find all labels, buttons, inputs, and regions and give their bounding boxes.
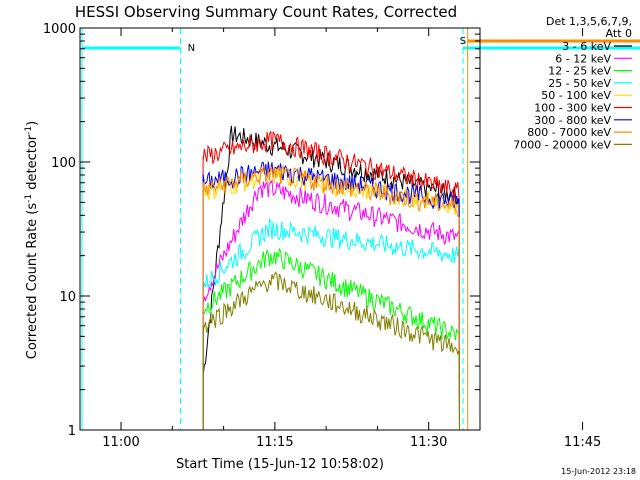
- y-tick-label: 1: [68, 424, 76, 439]
- legend-label-2: 12 - 25 keV: [548, 65, 611, 78]
- y-axis-label-sup1: -1: [24, 194, 34, 203]
- legend-header-line1: Det 1,3,5,6,7,9,: [546, 15, 632, 28]
- legend-label-1: 6 - 12 keV: [555, 52, 611, 65]
- x-tick-label: 11:45: [564, 435, 601, 450]
- plot-frame: [79, 27, 481, 431]
- legend-label-7: 800 - 7000 keV: [527, 126, 611, 139]
- series-line-0: [202, 125, 460, 431]
- legend-label-8: 7000 - 20000 keV: [513, 138, 611, 151]
- legend-label-4: 50 - 100 keV: [541, 89, 611, 102]
- series-line-5: [202, 131, 460, 431]
- x-tick-label: 11:30: [410, 435, 447, 450]
- night-label: N: [188, 43, 195, 54]
- y-axis-label-main: Corrected Count Rate (s: [25, 203, 40, 360]
- y-axis-label-mid: detector: [25, 134, 40, 194]
- y-tick-label: 10: [59, 290, 76, 305]
- y-axis-label-end: ): [25, 121, 40, 126]
- y-tick-label: 100: [51, 156, 76, 171]
- legend-header-line2: Att 0: [606, 27, 632, 40]
- chart-title: HESSI Observing Summary Count Rates, Cor…: [75, 3, 457, 21]
- x-tick-label: 11:15: [256, 435, 293, 450]
- x-axis-label: Start Time (15-Jun-12 10:58:02): [176, 457, 384, 472]
- x-tick-label: 11:00: [102, 435, 139, 450]
- footer-timestamp: 15-Jun-2012 23:18: [561, 467, 636, 476]
- series-line-8: [202, 271, 460, 431]
- y-tick-label: 1000: [43, 22, 76, 37]
- series-line-2: [202, 247, 460, 431]
- legend-label-0: 3 - 6 keV: [562, 40, 611, 53]
- saa-label: S: [460, 36, 466, 47]
- y-axis-label: Corrected Count Rate (s-1 detector-1): [24, 121, 40, 359]
- series-layer: [202, 125, 460, 431]
- annotation-layer: NS: [81, 28, 640, 430]
- series-line-4: [202, 166, 460, 431]
- legend-label-6: 300 - 800 keV: [534, 114, 611, 127]
- y-axis-label-sup2: -1: [24, 126, 34, 135]
- svg-text:Corrected Count Rate (s-1 dete: Corrected Count Rate (s-1 detector-1): [24, 121, 40, 359]
- series-line-1: [202, 179, 460, 431]
- series-line-3: [202, 217, 460, 431]
- series-line-7: [202, 164, 460, 431]
- legend-label-5: 100 - 300 keV: [534, 102, 611, 115]
- ticks-layer: 11:0011:1511:3011:4512:0012:1512:3011010…: [43, 22, 601, 450]
- legend-label-3: 25 - 50 keV: [548, 77, 611, 90]
